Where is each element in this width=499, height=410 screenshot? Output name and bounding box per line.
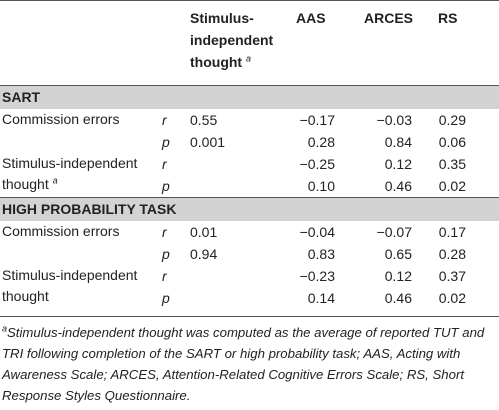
cell: 0.17 [438,224,466,240]
cell [190,175,296,198]
stat: p [162,178,170,194]
cell: 0.12 [384,268,412,284]
column-title: RS [438,10,458,26]
column-header: AAS [296,1,364,86]
cell: −0.03 [376,112,412,128]
section: SART Commission errors r 0.55 −0.17 −0.03 0.29… [0,85,499,198]
cell: 0.12 [384,156,412,172]
column-header: ARCES [364,1,438,86]
stat: r [162,112,167,128]
column-note: a [245,53,251,64]
data-row: p 0.10 0.46 0.02 [0,175,499,198]
cell: 0.001 [190,134,226,150]
cell: 0.83 [307,246,335,262]
stat: r [162,224,167,240]
row-label: Commission errors [0,221,162,265]
row-label: Stimulus-independent thought a [0,153,162,198]
cell: 0.65 [384,246,412,262]
cell: −0.23 [299,268,335,284]
row-label-text: Stimulus-independent thought [2,267,138,304]
cell: −0.25 [299,156,335,172]
cell: 0.84 [384,134,412,150]
row-label: Commission errors [0,109,162,153]
stat: p [162,246,170,262]
data-row: Commission errors r 0.55 −0.17 −0.03 0.29 [0,109,499,131]
section-row: SART [0,85,499,109]
cell: 0.55 [190,112,218,128]
cell: 0.10 [307,178,335,194]
footnote-text: Stimulus-independent thought was compute… [2,325,485,403]
cell: −0.07 [376,224,412,240]
cell: 0.06 [438,134,466,150]
data-row: Commission errors r 0.01 −0.04 −0.07 0.17 [0,221,499,243]
section: HIGH PROBABILITY TASK Commission errors r 0… [0,197,499,313]
cell: 0.46 [384,178,412,194]
cell: 0.01 [190,224,218,240]
results-table: Stimulus-independent thought a AAS ARCES RS… [0,0,499,313]
cell: −0.04 [299,224,335,240]
stat: r [162,268,167,284]
row-label: Stimulus-independent thought [0,265,162,312]
cell [190,265,296,287]
column-header: Stimulus-independent thought a [190,1,296,86]
section-title: SART [0,85,499,109]
section-title: HIGH PROBABILITY TASK [0,197,499,221]
data-row: p 0.94 0.83 0.65 0.28 [0,243,499,265]
data-row: Stimulus-independent thought r −0.23 0.12 0.… [0,265,499,304]
cell: 0.02 [438,290,466,306]
data-row: Stimulus-independent thought a r −0.25 0.12… [0,153,499,192]
stat: p [162,290,170,306]
data-row: p 0.14 0.46 0.02 [0,287,499,312]
stat: p [162,134,170,150]
cell: 0.14 [307,290,335,306]
row-label-note: a [52,175,58,186]
cell: 0.94 [190,246,218,262]
cell: 0.28 [307,134,335,150]
stat: r [162,156,167,172]
section-row: HIGH PROBABILITY TASK [0,197,499,221]
cell: 0.28 [438,246,466,262]
column-header: RS [438,1,499,86]
cell: −0.17 [299,112,335,128]
column-title: Stimulus-independent thought [190,10,274,70]
table-header: Stimulus-independent thought a AAS ARCES RS [0,1,499,86]
data-row: p 0.001 0.28 0.84 0.06 [0,131,499,153]
cell [190,287,296,312]
cell: 0.46 [384,290,412,306]
footnote-marker: a [2,323,8,334]
row-label-text: Stimulus-independent thought [2,155,138,192]
cell: 0.02 [438,178,466,194]
cell: 0.29 [438,112,466,128]
column-title: AAS [296,10,326,26]
footnote: aStimulus-independent thought was comput… [0,316,499,406]
cell: 0.35 [438,156,466,172]
cell: 0.37 [438,268,466,284]
row-label-text: Commission errors [2,223,120,239]
cell [190,153,296,175]
row-label-text: Commission errors [2,111,120,127]
column-title: ARCES [364,10,414,26]
